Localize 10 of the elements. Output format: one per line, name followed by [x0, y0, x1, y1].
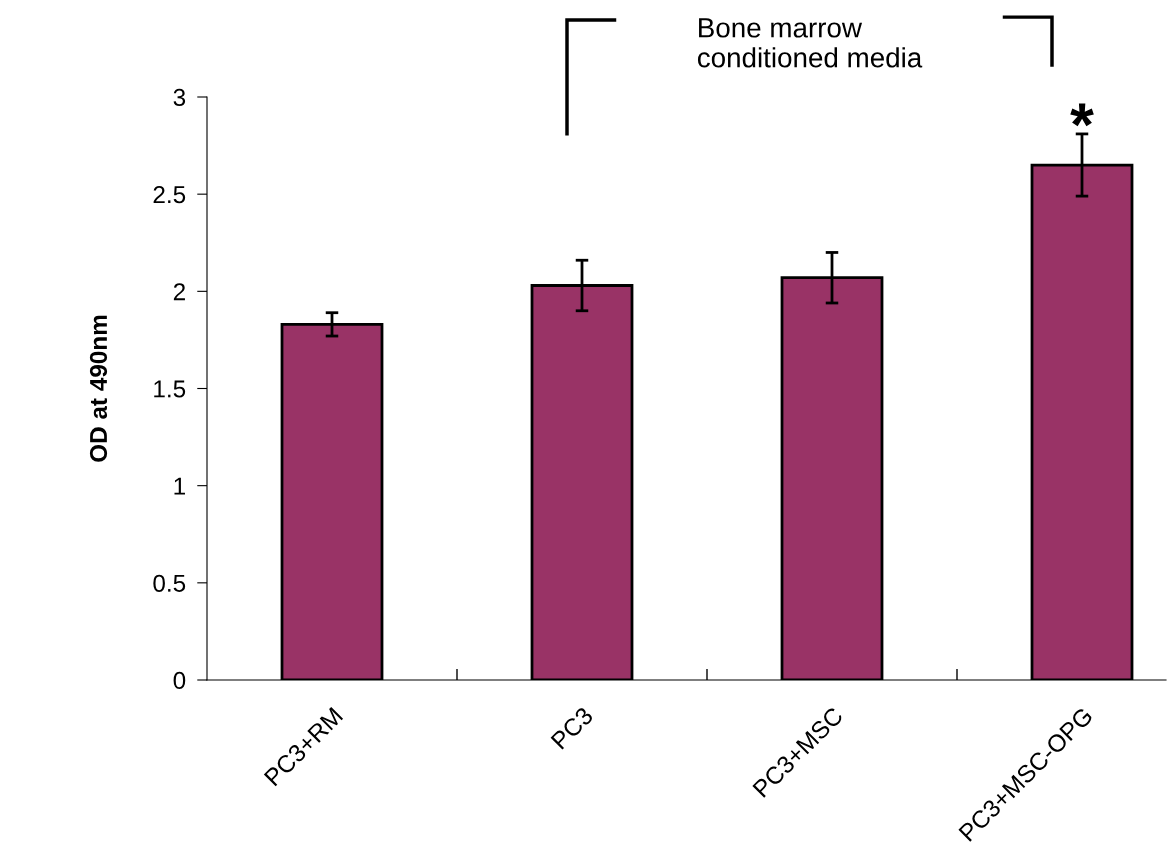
y-axis-title: OD at 490nm — [89, 315, 108, 462]
y-tick-label: 1 — [174, 477, 185, 495]
y-tick-label: 0 — [173, 671, 186, 690]
text: Bone marrow conditioned media — [697, 18, 923, 68]
y-tick-label: 3 — [173, 88, 186, 107]
y-tick-label: 0.5 — [153, 574, 186, 592]
annotation: * — [1070, 103, 1094, 127]
y-tick-label: 1.5 — [154, 380, 186, 398]
y-tick-label: 2 — [173, 283, 185, 301]
y-tick-label: 2.5 — [153, 186, 186, 204]
